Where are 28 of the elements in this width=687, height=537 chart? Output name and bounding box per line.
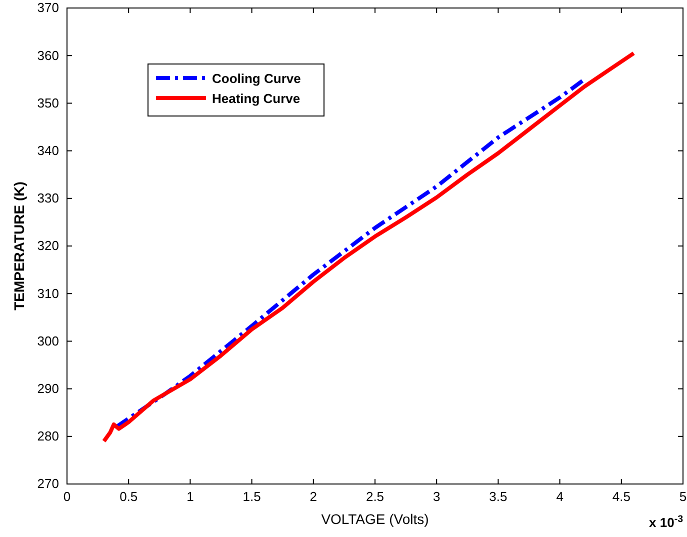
y-tick-label: 290	[37, 380, 59, 396]
y-tick-label: 350	[37, 95, 59, 110]
x-tick-label: 4.5	[612, 489, 630, 504]
x-tick-label: 3	[432, 489, 440, 504]
y-tick-label: 280	[37, 428, 59, 444]
y-tick-label: 320	[37, 238, 59, 254]
text: x 10$^{-3}$	[649, 514, 684, 530]
y-tick-label: 340	[37, 142, 59, 158]
x-tick-label: 4	[556, 489, 564, 504]
x-tick-label: 0	[63, 489, 71, 504]
x-tick-label: 2.5	[366, 489, 384, 504]
x-tick-label: 1.5	[242, 489, 261, 504]
x-tick-label: 2	[310, 489, 318, 504]
line-series	[102, 51, 636, 444]
y-tick-label: 270	[37, 476, 59, 492]
x-tick-label: 1	[186, 489, 194, 504]
y-tick-label: 360	[37, 48, 59, 63]
legend-label: Heating Curve	[212, 91, 300, 106]
legend-label: Cooling Curve	[212, 71, 301, 86]
x-tick-label: 0.5	[120, 489, 138, 504]
y-tick-label: 310	[37, 286, 59, 301]
y-tick-label: 330	[37, 190, 59, 206]
x-tick-label: 5	[679, 489, 687, 504]
y-tick-label: 300	[37, 333, 59, 348]
y-axis-title: TEMPERATURE (K)	[11, 182, 27, 310]
x-tick-label: 3.5	[489, 489, 508, 504]
x-axis-title: VOLTAGE (Volts)	[321, 511, 429, 527]
y-tick-label: 370	[37, 0, 59, 16]
